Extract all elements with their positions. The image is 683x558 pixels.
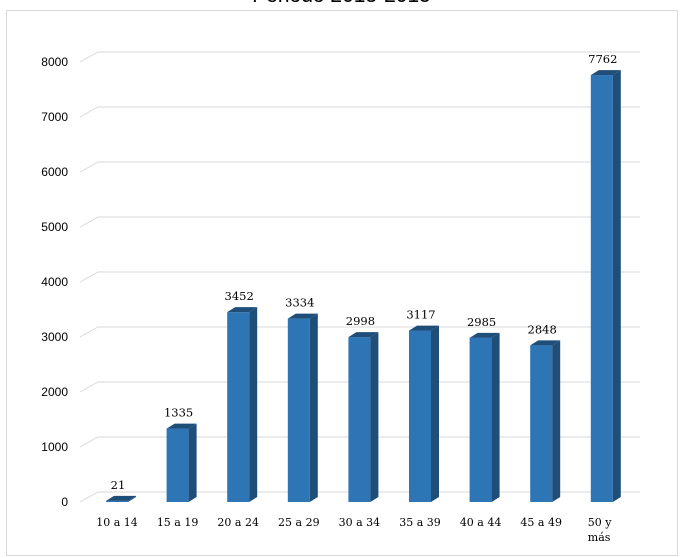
y-tick-label: 2000 (41, 385, 68, 399)
gridline (79, 491, 640, 503)
x-tick-label: 50 y más (588, 516, 612, 544)
y-tick-label: 5000 (41, 220, 68, 234)
chart-title: Periodo 2013-2015 (0, 0, 683, 8)
y-tick-label: 8000 (41, 55, 68, 69)
x-axis-ticks: 10 a 14 15 a 19 20 a 24 25 a 29 30 a 34 35 a … (96, 516, 612, 544)
bar-side (431, 325, 439, 502)
bars (106, 70, 621, 502)
gridline (79, 106, 640, 118)
y-tick-label: 1000 (41, 440, 68, 454)
bar (227, 307, 258, 502)
bar-top (166, 423, 197, 429)
bar-top (227, 307, 258, 313)
bar-side (612, 70, 621, 502)
chart-frame (6, 10, 678, 556)
bar (469, 332, 500, 502)
bar (530, 340, 561, 502)
x-tick-label: 35 a 39 (399, 516, 441, 529)
bar-top (409, 325, 439, 331)
data-label: 1335 (164, 406, 193, 420)
bar-top (287, 313, 318, 319)
data-label: 2848 (528, 322, 557, 336)
data-labels: 21 1335 3452 3334 2998 3117 2985 2848 7762 (111, 52, 618, 492)
gridline (79, 271, 640, 283)
bar-front (166, 428, 189, 502)
bar-front (106, 500, 128, 502)
bar (166, 423, 197, 502)
bar-front (287, 318, 310, 502)
bar-top (469, 332, 500, 338)
bar (287, 313, 318, 502)
x-tick-label: 10 a 14 (96, 516, 138, 529)
gridlines (79, 51, 640, 503)
x-tick-label: 25 a 29 (278, 516, 320, 529)
x-tick-label: 20 a 24 (217, 516, 259, 529)
gridline (79, 436, 640, 448)
bar-side (552, 340, 561, 502)
bar-side (309, 313, 318, 502)
bar-front (469, 337, 492, 502)
y-tick-label: 4000 (41, 275, 68, 289)
bar-top (348, 332, 379, 338)
bar-front (590, 75, 613, 502)
bar-side (128, 495, 136, 502)
x-tick-label: 40 a 44 (460, 516, 502, 529)
bar-side (370, 332, 379, 502)
y-tick-label: 7000 (41, 110, 68, 124)
bar-front (530, 345, 553, 502)
bar-top (106, 495, 136, 501)
y-tick-label: 3000 (41, 330, 68, 344)
data-label: 7762 (588, 52, 617, 66)
bar (409, 325, 439, 502)
x-tick-label: 45 a 49 (520, 516, 562, 529)
y-axis-ticks: 0 1000 2000 3000 4000 5000 6000 7000 8000 (41, 55, 68, 509)
bar-front (227, 312, 250, 502)
data-label: 2998 (346, 314, 375, 328)
bar-top (590, 70, 621, 76)
y-tick-label: 0 (61, 495, 68, 509)
gridline (79, 216, 640, 228)
bar-side (188, 423, 197, 502)
gridline (79, 51, 640, 63)
bar-front (409, 330, 431, 502)
gridline (79, 161, 640, 173)
data-label: 3452 (225, 289, 254, 303)
x-tick-label: 15 a 19 (157, 516, 199, 529)
bar-front (348, 337, 371, 502)
bar (348, 332, 379, 502)
bar (590, 70, 621, 502)
bar-side (491, 332, 500, 502)
data-label: 3334 (285, 296, 314, 310)
gridline (79, 326, 640, 338)
bar (106, 495, 136, 502)
x-tick-label: 30 a 34 (339, 516, 381, 529)
bar-top (530, 340, 561, 346)
gridline (79, 381, 640, 393)
data-label: 2985 (467, 315, 496, 329)
y-tick-label: 6000 (41, 165, 68, 179)
bar-side (249, 307, 258, 502)
data-label: 3117 (406, 308, 435, 322)
data-label: 21 (111, 478, 126, 492)
